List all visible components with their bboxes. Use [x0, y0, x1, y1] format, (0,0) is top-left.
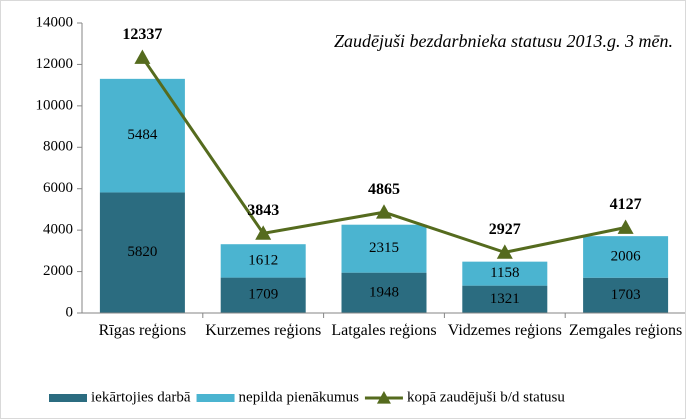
line-value-label: 4865 — [368, 181, 400, 198]
bar-value-label: 5820 — [127, 244, 157, 260]
bar-segment — [99, 192, 185, 313]
legend-label: kopā zaudējuši b/d statusu — [407, 389, 565, 405]
line-marker — [376, 204, 392, 219]
line-value-label: 3843 — [247, 202, 279, 219]
y-tick-label: 2000 — [43, 263, 73, 279]
x-tick-label: Zemgales reģions — [568, 322, 683, 339]
bar-value-label: 1703 — [611, 287, 641, 303]
legend-swatch-marker — [376, 391, 391, 404]
x-tick-label: Kurzemes reģions — [205, 322, 322, 339]
bar-value-label: 2006 — [611, 248, 642, 264]
bar-segment — [583, 277, 669, 313]
y-tick-label: 0 — [66, 304, 74, 320]
y-tick-label: 6000 — [43, 180, 73, 196]
line-marker — [496, 244, 513, 259]
line-marker — [134, 49, 151, 64]
bar-value-label: 2315 — [369, 240, 399, 256]
bar-value-label: 1612 — [248, 252, 278, 268]
bar-segment — [341, 272, 427, 313]
y-tick-label: 8000 — [43, 139, 73, 155]
y-tick-label: 14000 — [36, 14, 74, 30]
legend-swatch — [49, 394, 87, 402]
line-marker — [617, 219, 634, 234]
line-marker — [255, 225, 272, 240]
bar-value-label: 5484 — [127, 127, 158, 143]
y-tick-label: 10000 — [36, 97, 74, 113]
line-series — [141, 56, 626, 254]
bar-segment — [462, 285, 548, 313]
chart-title: Zaudējuši bezdarbnieka statusu 2013.g. 3… — [334, 31, 673, 51]
line-value-label: 4127 — [610, 196, 642, 213]
line-value-label: 2927 — [489, 221, 521, 238]
x-tick-label: Rīgas reģions — [98, 322, 187, 339]
y-tick-label: 4000 — [43, 222, 73, 238]
bar-segment — [220, 277, 306, 313]
legend-label: nepilda pienākumus — [239, 389, 360, 405]
bar-value-label: 1948 — [369, 284, 399, 300]
bar-value-label: 1158 — [490, 265, 519, 281]
legend-swatch — [196, 394, 235, 402]
x-tick-label: Vidzemes reģions — [447, 322, 562, 339]
y-tick-label: 12000 — [36, 56, 74, 72]
bar-value-label: 1321 — [490, 291, 520, 307]
x-tick-label: Latgales reģions — [331, 322, 437, 339]
bar-segment — [583, 236, 669, 278]
bar-segment — [220, 244, 306, 278]
bar-segment — [341, 224, 427, 273]
bar-segment — [462, 261, 548, 286]
bar-value-label: 1709 — [248, 287, 278, 303]
legend-label: iekārtojies darbā — [91, 389, 191, 405]
line-value-label: 12337 — [122, 26, 162, 43]
